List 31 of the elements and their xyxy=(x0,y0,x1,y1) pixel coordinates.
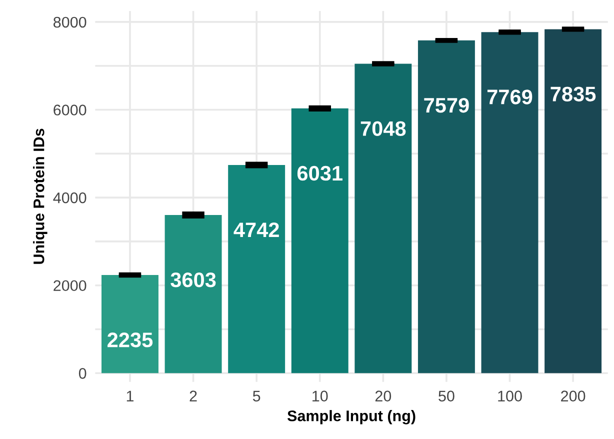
x-tick-label: 20 xyxy=(375,390,392,402)
bar xyxy=(164,214,222,374)
y-axis-title: Unique Protein IDs xyxy=(33,128,48,264)
y-tick-label: 8000 xyxy=(54,16,86,28)
x-tick-label: 10 xyxy=(312,390,328,402)
x-tick-label: 2 xyxy=(190,390,197,402)
bar xyxy=(481,32,538,374)
bar xyxy=(544,29,602,374)
x-tick-label: 100 xyxy=(498,390,522,402)
data-label: 7835 xyxy=(550,86,596,102)
data-label: 3603 xyxy=(170,272,216,288)
bar xyxy=(228,164,286,374)
x-tick-label: 50 xyxy=(438,390,454,402)
data-label: 6031 xyxy=(297,166,342,181)
x-tick-label: 1 xyxy=(126,390,134,402)
bar xyxy=(102,275,158,374)
bar xyxy=(291,108,348,374)
data-label: 7769 xyxy=(487,90,532,104)
y-tick-label: 6000 xyxy=(54,104,86,116)
x-axis-title: Sample Input (ng) xyxy=(287,410,416,424)
y-tick-label: 2000 xyxy=(54,280,86,292)
bar xyxy=(418,40,475,374)
x-tick-label: 5 xyxy=(252,390,260,402)
data-label: 4742 xyxy=(234,222,279,238)
data-label: 7048 xyxy=(360,121,406,136)
y-tick-label: 0 xyxy=(78,368,86,379)
x-tick-label: 200 xyxy=(561,390,586,402)
data-label: 7579 xyxy=(424,98,469,113)
bar xyxy=(354,64,412,374)
data-label: 2235 xyxy=(108,332,153,348)
y-tick-label: 4000 xyxy=(53,192,86,204)
